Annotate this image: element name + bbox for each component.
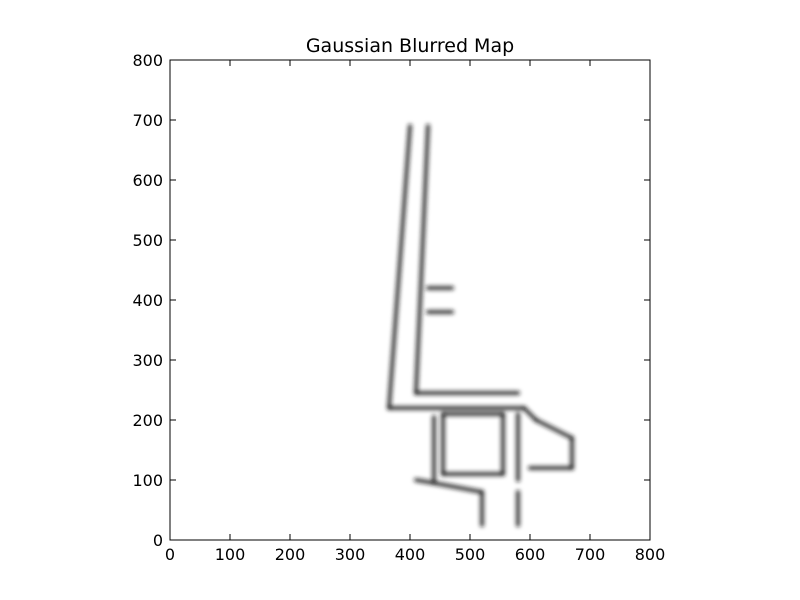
wall-segment [414,478,436,485]
y-tick-label: 100 [132,471,163,490]
x-axis: 0 100 200 300 400 500 600 700 800 [165,60,665,564]
y-tick-label: 500 [132,231,163,250]
y-tick-label: 700 [132,111,163,130]
y-tick-label: 400 [132,291,163,310]
y-axis: 0 100 200 300 400 500 600 700 800 [132,51,650,550]
x-tick-label: 300 [335,545,366,564]
wall-segment [534,418,574,440]
x-tick-label: 700 [575,545,606,564]
chart-title: Gaussian Blurred Map [306,35,514,57]
y-tick-label: 300 [132,351,163,370]
x-tick-label: 800 [635,545,666,564]
wall-segment [414,124,430,395]
wall-segment [432,481,484,494]
x-tick-label: 200 [275,545,306,564]
y-tick-label: 0 [153,531,163,550]
x-tick-label: 400 [395,545,426,564]
x-tick-label: 500 [455,545,486,564]
wall-segment [387,124,412,410]
x-tick-label: 600 [515,545,546,564]
y-tick-label: 800 [132,51,163,70]
x-tick-label: 100 [215,545,246,564]
wall-segment [522,406,538,422]
y-tick-label: 600 [132,171,163,190]
y-tick-label: 200 [132,411,163,430]
x-tick-label: 0 [165,545,175,564]
map-walls [387,124,574,527]
